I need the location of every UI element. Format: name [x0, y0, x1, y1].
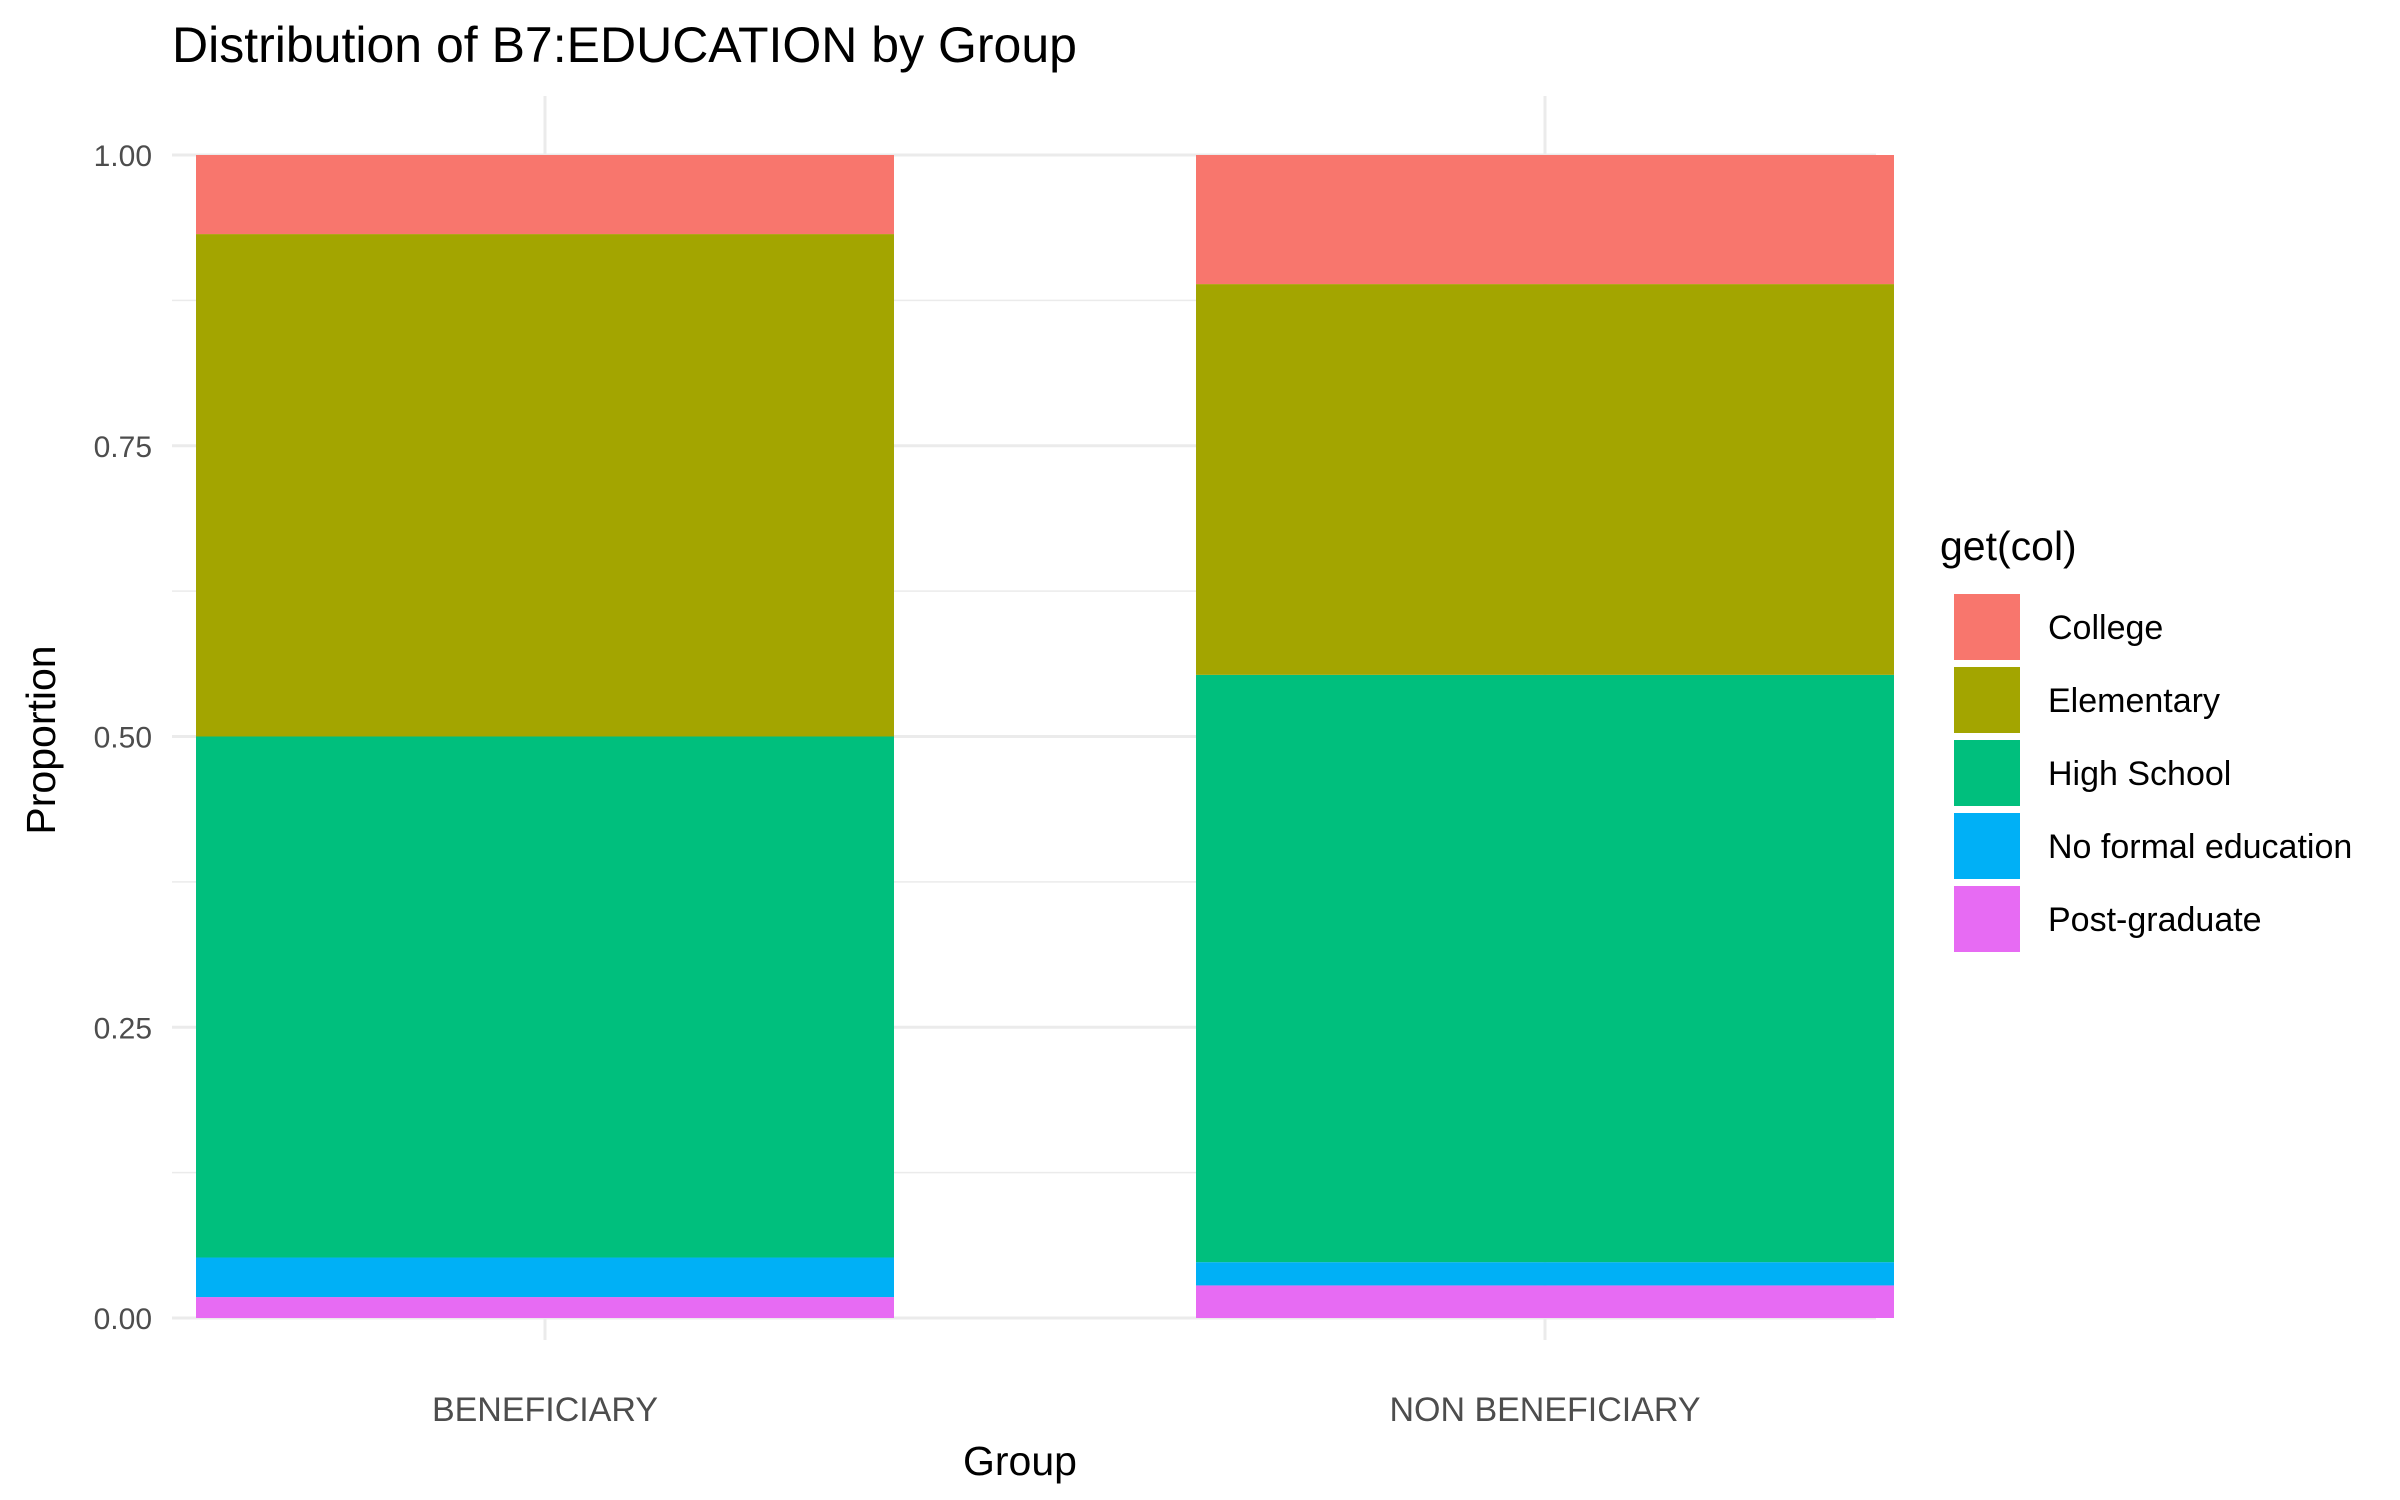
- x-axis-ticks: BENEFICIARY NON BENEFICIARY: [432, 1391, 1701, 1429]
- chart-title: Distribution of B7:EDUCATION by Group: [172, 17, 1077, 73]
- bar-no-formal-education-non-beneficiary: [1196, 1262, 1894, 1286]
- legend-label: Elementary: [2048, 682, 2220, 720]
- bar-college-non-beneficiary: [1196, 155, 1894, 285]
- y-tick-label: 1.00: [94, 140, 152, 173]
- bar-post-graduate-non-beneficiary: [1196, 1285, 1894, 1318]
- bar-elementary-beneficiary: [196, 234, 894, 737]
- bar-high-school-non-beneficiary: [1196, 674, 1894, 1263]
- legend-label: No formal education: [2048, 828, 2352, 866]
- bar-segments: [196, 155, 1894, 1318]
- legend-key-high-school: [1954, 740, 2020, 806]
- y-axis-title: Proportion: [18, 645, 64, 834]
- y-tick-label: 0.00: [94, 1303, 152, 1336]
- x-tick-label: NON BENEFICIARY: [1389, 1391, 1700, 1429]
- legend: get(col) College Elementary High School No …: [1940, 523, 2352, 952]
- bar-college-beneficiary: [196, 155, 894, 235]
- bar-no-formal-education-beneficiary: [196, 1257, 894, 1298]
- legend-key-elementary: [1954, 667, 2020, 733]
- legend-label: High School: [2048, 755, 2231, 793]
- bar-high-school-beneficiary: [196, 736, 894, 1258]
- legend-label: Post-graduate: [2048, 901, 2262, 939]
- y-tick-label: 0.50: [94, 722, 152, 755]
- legend-key-no-formal-education: [1954, 813, 2020, 879]
- y-tick-label: 0.25: [94, 1012, 152, 1045]
- bar-elementary-non-beneficiary: [1196, 284, 1894, 675]
- x-tick-label: BENEFICIARY: [432, 1391, 658, 1429]
- x-axis-title: Group: [963, 1438, 1077, 1484]
- y-tick-label: 0.75: [94, 431, 152, 464]
- legend-key-college: [1954, 594, 2020, 660]
- y-axis-ticks: 0.00 0.25 0.50 0.75 1.00: [94, 140, 152, 1336]
- legend-title: get(col): [1940, 523, 2077, 569]
- legend-label: College: [2048, 609, 2163, 647]
- bar-post-graduate-beneficiary: [196, 1297, 894, 1318]
- legend-key-post-graduate: [1954, 886, 2020, 952]
